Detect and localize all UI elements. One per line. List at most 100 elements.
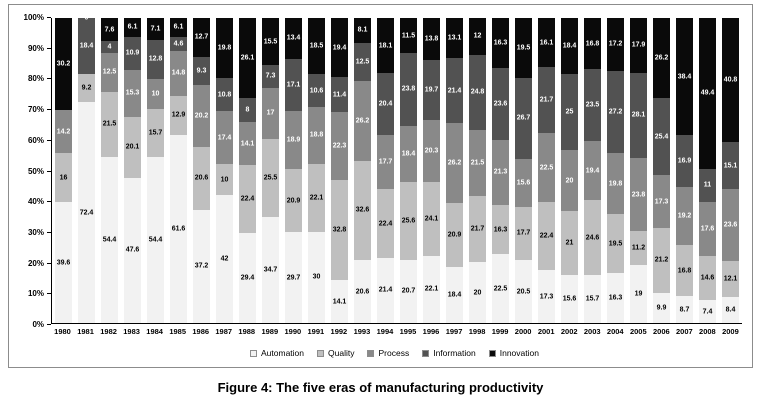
x-tick-label: 1992	[330, 327, 348, 336]
bar-segment-quality: 20.9	[285, 168, 302, 233]
bar-segment-process: 21.3	[492, 139, 509, 205]
segment-value-label: 19.5	[608, 240, 623, 248]
bar-segment-automation: 29.7	[285, 232, 302, 323]
segment-value-label: 17	[266, 109, 275, 117]
y-axis-tickmark	[47, 78, 51, 80]
bar-segment-innovation: 49.4	[699, 18, 716, 169]
figure-caption: Figure 4: The five eras of manufacturing…	[217, 380, 544, 395]
legend-item-innovation: Innovation	[488, 349, 539, 358]
x-tick-label: 2005	[629, 327, 647, 336]
y-axis-tickmark	[47, 170, 51, 172]
y-tick-label: 100%	[23, 13, 44, 22]
segment-value-label: 19.4	[332, 44, 347, 52]
bar-segment-process: 22.3	[331, 111, 348, 180]
bar-segment-quality: 24.1	[423, 182, 440, 256]
bar-segment-innovation: 30.2	[55, 18, 72, 111]
bar-segment-quality: 25.6	[400, 181, 417, 260]
bar-segment-innovation: 19.5	[515, 18, 532, 78]
segment-value-label: 10.6	[309, 87, 324, 95]
bar-segment-innovation: 8.1	[354, 18, 371, 43]
segment-value-label: 10	[151, 90, 160, 98]
segment-value-label: 18.4	[401, 150, 416, 158]
bar-segment-quality: 22.1	[308, 164, 325, 232]
segment-value-label: 54.4	[102, 236, 117, 244]
bar-segment-process: 17.6	[699, 202, 716, 256]
segment-value-label: 17.9	[631, 41, 646, 49]
segment-value-label: 26.7	[516, 114, 531, 122]
segment-value-label: 17.3	[539, 293, 554, 301]
segment-value-label: 20	[473, 289, 482, 296]
bar-1999: 22.5 16.3 21.3 23.6 16.3	[489, 18, 512, 323]
bar-segment-quality: 32.8	[331, 179, 348, 280]
bar-segment-automation: 16.3	[607, 273, 624, 323]
segment-value-label: 10	[220, 176, 229, 184]
segment-value-label: 20.9	[286, 197, 301, 205]
x-tick-label: 2000	[514, 327, 532, 336]
x-tick-label: 1991	[307, 327, 325, 336]
bar-segment-process: 14.8	[170, 50, 187, 96]
y-tick-label: 60%	[27, 135, 44, 145]
segment-value-label: 10.9	[125, 49, 140, 57]
segment-value-label: 21.7	[470, 225, 485, 233]
bar-segment-innovation: 18.1	[377, 18, 394, 74]
bar-segment-automation: 37.2	[193, 209, 210, 323]
figure-box: 0% 10% 20% 30% 40% 50% 60% 70% 80% 90% 100% 39.6 16…	[8, 4, 753, 368]
segment-value-label: 24.6	[585, 234, 600, 242]
segment-value-label: 54.4	[148, 236, 163, 244]
bar-segment-information: 25.4	[653, 97, 670, 176]
legend-item-information: Information	[422, 349, 476, 358]
bar-segment-innovation: 18.4	[561, 18, 578, 75]
bar-segment-process: 18.8	[308, 106, 325, 165]
segment-value-label: 23.8	[401, 85, 416, 93]
segment-value-label: 12.8	[148, 55, 163, 63]
segment-value-label: 21.7	[539, 96, 554, 104]
segment-value-label: 18.4	[79, 42, 94, 50]
bar-segment-information: 4.6	[170, 36, 187, 51]
bar-segment-innovation: 17.9	[630, 18, 647, 73]
bar-segment-information: 21.4	[446, 57, 463, 124]
segment-value-label: 20.5	[516, 288, 531, 296]
bar-segment-process: 19.2	[676, 186, 693, 246]
bar-segment-process: 19.8	[607, 153, 624, 214]
bar-segment-automation: 20.5	[515, 260, 532, 323]
segment-value-label: 22.5	[539, 164, 554, 172]
bar-segment-information: 11	[699, 168, 716, 203]
segment-value-label: 17.1	[286, 81, 301, 89]
bar-1996: 22.1 24.1 20.3 19.7 13.8	[420, 18, 443, 323]
bar-segment-quality: 22.4	[377, 189, 394, 258]
x-tick-label: 2006	[652, 327, 670, 336]
bar-segment-quality: 22.4	[239, 165, 256, 234]
bar-segment-quality: 21.5	[101, 91, 118, 158]
x-tick-label: 2007	[676, 327, 693, 336]
bar-segment-process: 17.4	[216, 111, 233, 165]
segment-value-label: 19.8	[217, 44, 232, 52]
y-tick-label: 10%	[27, 289, 44, 299]
segment-value-label: 10.8	[217, 91, 232, 99]
segment-value-label: 17.7	[516, 229, 531, 237]
x-tick-label: 1983	[123, 327, 140, 336]
bar-segment-quality: 32.6	[354, 160, 371, 261]
segment-value-label: 18.1	[378, 42, 393, 50]
bar-segment-process: 23.6	[722, 188, 739, 261]
bar-segment-process: 17.7	[377, 135, 394, 190]
x-tick-label: 1988	[238, 327, 256, 336]
y-axis: 0% 10% 20% 30% 40% 50% 60% 70% 80% 90% 100%	[17, 14, 51, 329]
segment-value-label: 25.5	[263, 174, 278, 182]
segment-value-label: 22.4	[539, 232, 554, 240]
x-tick-label: 2002	[560, 327, 578, 336]
segment-value-label: 16	[59, 174, 68, 182]
bar-segment-quality: 21.2	[653, 228, 670, 293]
bar-1988: 29.4 22.4 14.1 8 26.1	[236, 18, 259, 323]
bar-segment-innovation: 7.1	[147, 18, 164, 40]
bar-segment-information: 4	[101, 41, 118, 54]
bar-segment-process: 15.3	[124, 69, 141, 117]
y-axis-tickmark	[47, 47, 51, 49]
segment-value-label: 7.4	[702, 308, 713, 316]
segment-value-label: 19.5	[516, 44, 531, 52]
bar-segment-process: 26.2	[446, 123, 463, 204]
segment-value-label: 16.9	[677, 157, 692, 165]
bar-segment-automation: 21.4	[377, 257, 394, 323]
bar-segment-information: 18.4	[78, 18, 95, 75]
bar-segment-process: 19.4	[584, 140, 601, 201]
bar-segment-information: 21.7	[538, 67, 555, 134]
